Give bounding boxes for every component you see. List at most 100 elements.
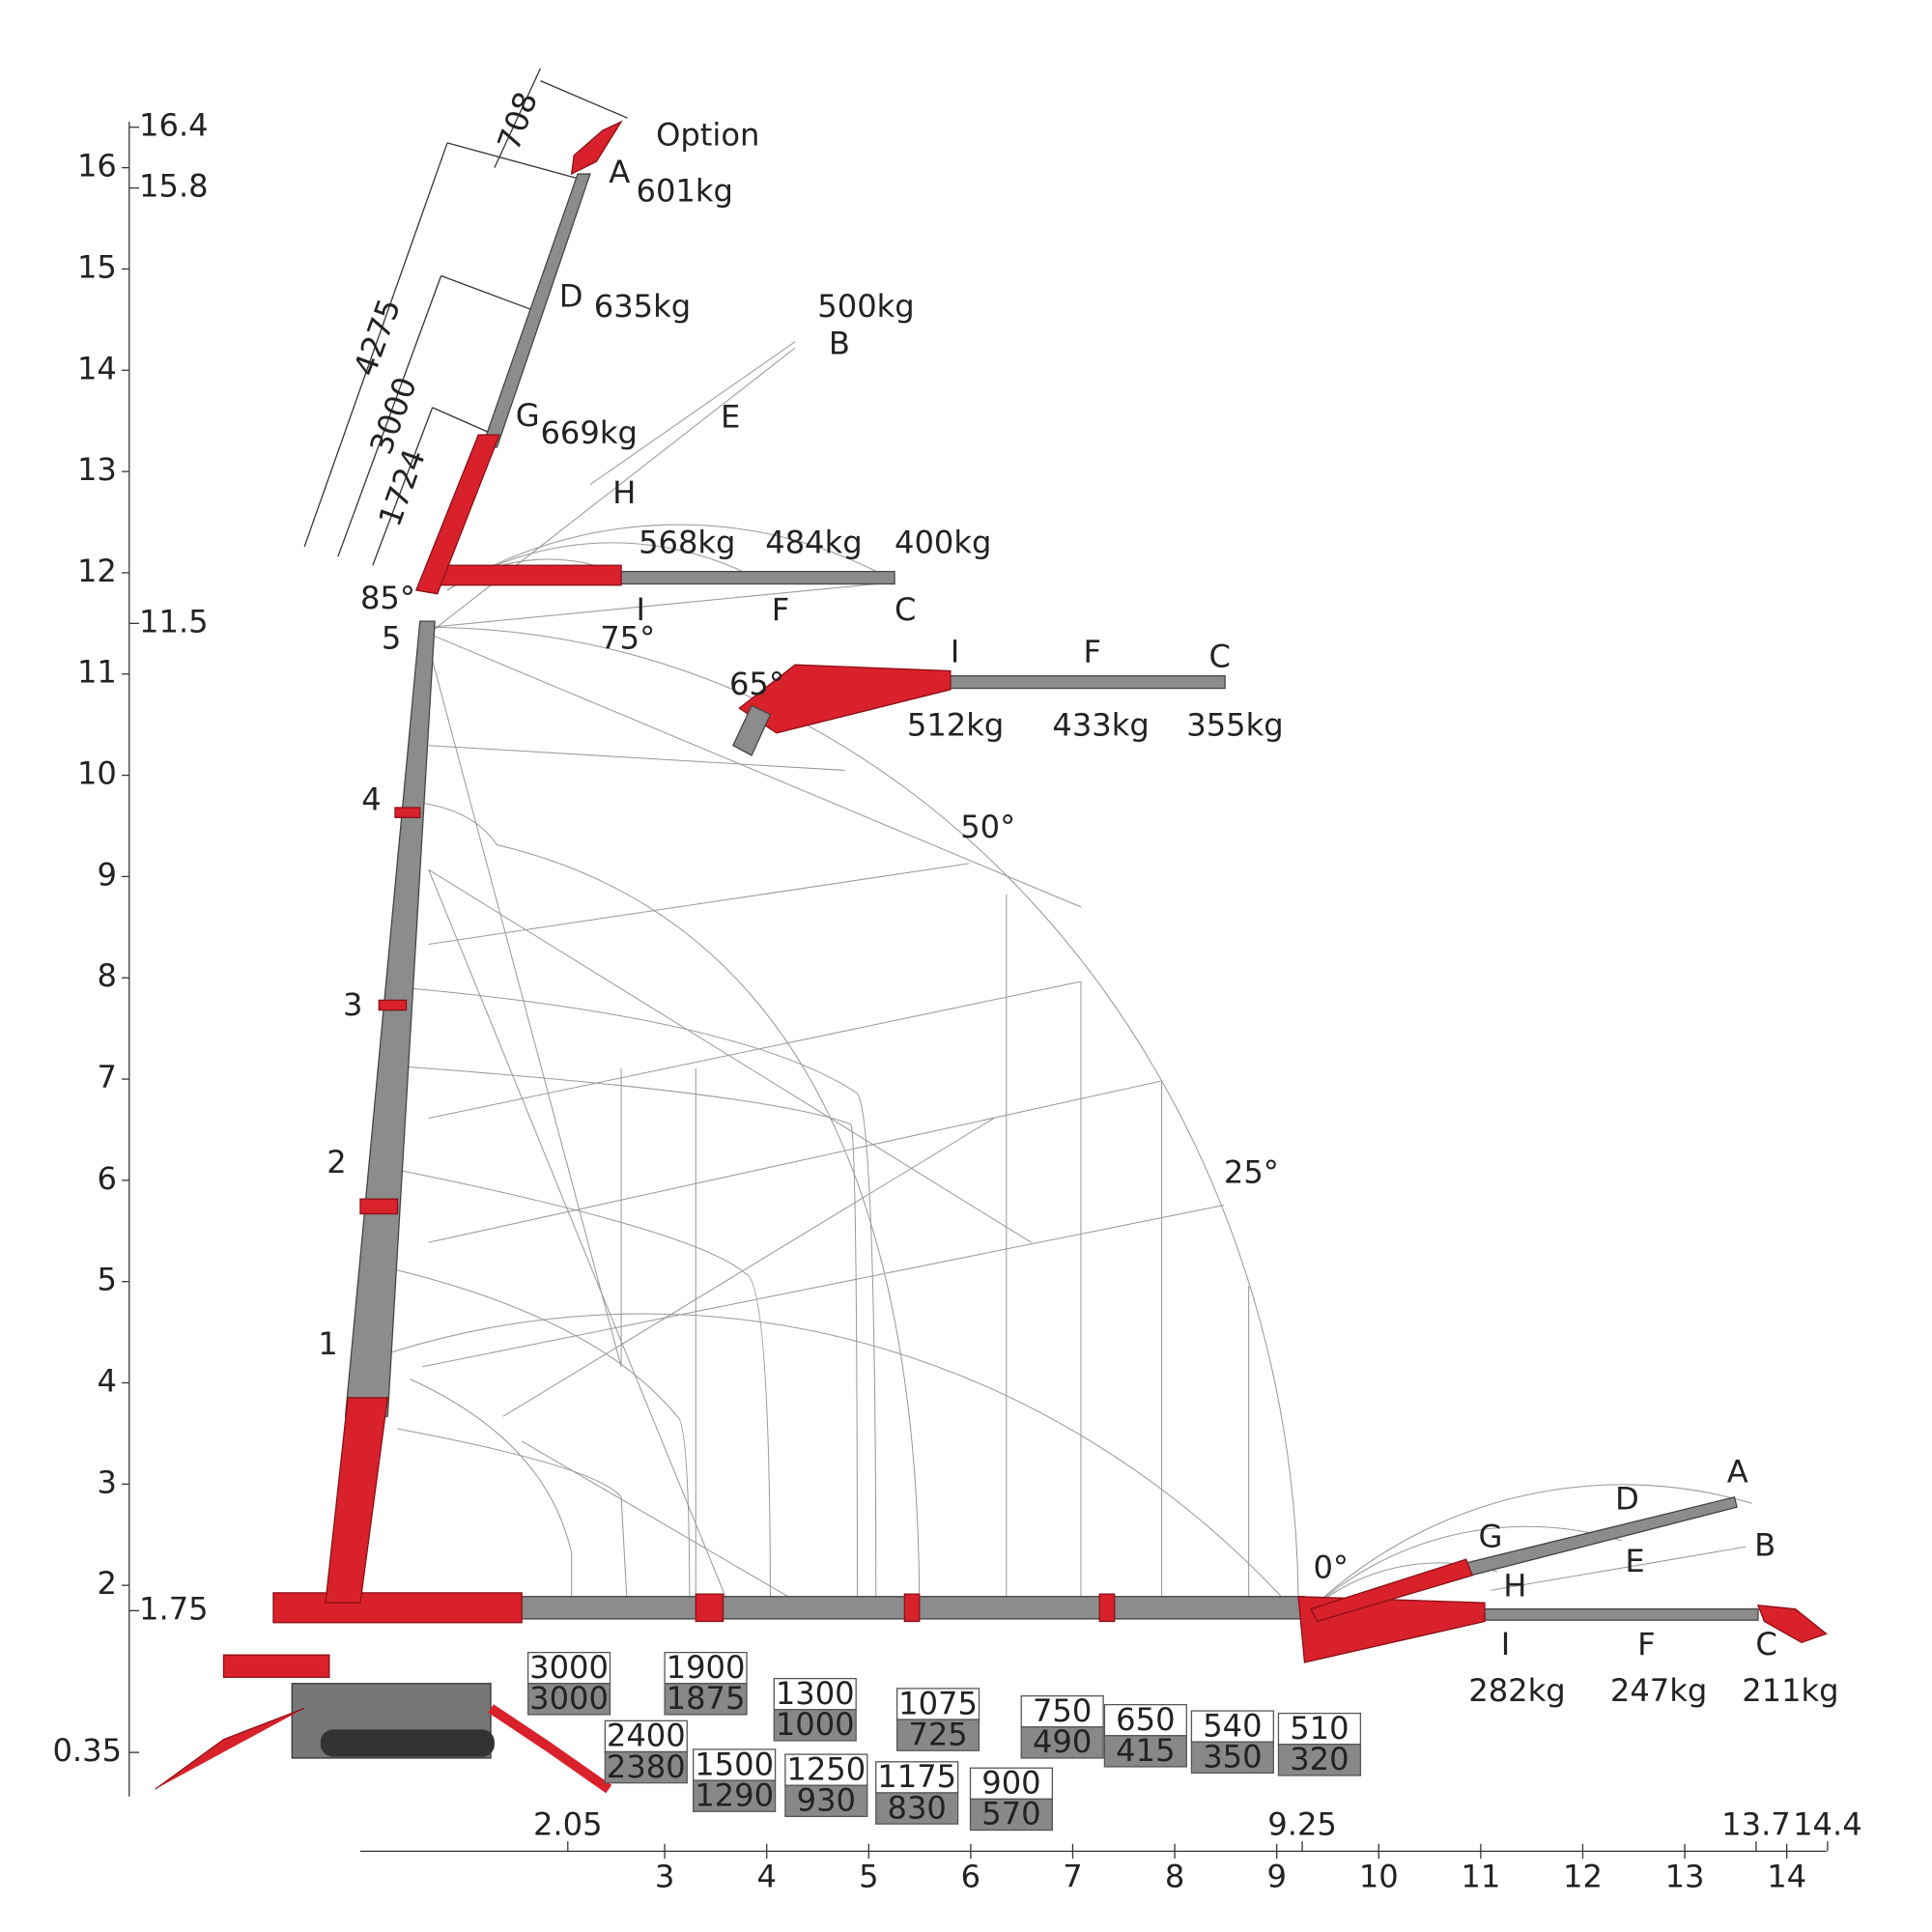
load-box-bottom bbox=[969, 1798, 1054, 1832]
y-mark-label: 1.75 bbox=[139, 1590, 209, 1627]
label: 65° bbox=[729, 666, 784, 702]
jib-raised-base bbox=[414, 434, 500, 595]
boom-foot bbox=[325, 1397, 389, 1604]
load-bottom: 830 bbox=[888, 1789, 947, 1826]
label: B bbox=[1754, 1526, 1776, 1563]
boom-joint bbox=[378, 999, 408, 1011]
load-box-bottom bbox=[1277, 1744, 1362, 1776]
load-top: 1250 bbox=[786, 1750, 866, 1787]
label: 25° bbox=[1224, 1153, 1279, 1190]
y-tick-label: 11 bbox=[77, 654, 117, 691]
load-box-bottom bbox=[664, 1683, 748, 1716]
label: H bbox=[612, 474, 636, 511]
label: C bbox=[895, 591, 916, 628]
label: I bbox=[637, 591, 645, 628]
jib-0-horizontal bbox=[1484, 1607, 1759, 1621]
load-box-bottom bbox=[693, 1779, 777, 1812]
y-tick-label: 7 bbox=[97, 1059, 116, 1095]
jib-65-stub bbox=[732, 704, 772, 756]
jib-0-tip bbox=[1756, 1604, 1828, 1644]
load-top: 750 bbox=[1033, 1692, 1092, 1729]
x-tick-label: 7 bbox=[1063, 1859, 1082, 1895]
dimension-lines bbox=[303, 68, 628, 566]
x-tick-label: 6 bbox=[961, 1859, 980, 1895]
label: 433kg bbox=[1052, 706, 1149, 743]
label: 500kg bbox=[817, 288, 914, 325]
y-tick-label: 12 bbox=[77, 553, 117, 589]
y-tick-label: 4 bbox=[97, 1363, 116, 1400]
x-tick-label: 9 bbox=[1266, 1859, 1286, 1895]
label: 400kg bbox=[895, 524, 991, 560]
load-box-bottom bbox=[604, 1750, 688, 1784]
load-bottom: 2380 bbox=[607, 1748, 686, 1785]
jib-horizontal bbox=[608, 570, 895, 585]
load-box-top bbox=[1190, 1710, 1274, 1743]
load-top: 1075 bbox=[898, 1685, 978, 1721]
load-top: 900 bbox=[981, 1765, 1040, 1802]
load-top: 3000 bbox=[529, 1649, 609, 1686]
y-tick-label: 13 bbox=[77, 451, 117, 488]
load-box-bottom bbox=[773, 1709, 857, 1742]
load-top: 1300 bbox=[776, 1675, 855, 1712]
main-boom-horizontal bbox=[471, 1596, 1306, 1620]
load-bottom: 1290 bbox=[695, 1776, 774, 1813]
label: 4 bbox=[361, 781, 381, 818]
load-box-top bbox=[526, 1651, 611, 1685]
label: E bbox=[721, 398, 740, 435]
label: I bbox=[1501, 1626, 1510, 1662]
load-top: 650 bbox=[1116, 1701, 1175, 1738]
jib-0-raised-base bbox=[1310, 1558, 1473, 1623]
label: D bbox=[1615, 1481, 1639, 1518]
boom-base bbox=[272, 1592, 523, 1624]
label: 484kg bbox=[765, 524, 862, 560]
label: C bbox=[1755, 1626, 1776, 1662]
x-mark-label: 9.25 bbox=[1267, 1806, 1337, 1843]
label: B bbox=[829, 326, 850, 362]
label: 2 bbox=[327, 1144, 346, 1180]
load-bottom: 570 bbox=[981, 1796, 1040, 1833]
label: H bbox=[1503, 1568, 1526, 1605]
jib-tip bbox=[570, 120, 623, 176]
label: G bbox=[1479, 1518, 1503, 1554]
x-mark-label: 13.7 bbox=[1721, 1806, 1791, 1843]
label: Option bbox=[656, 116, 759, 153]
y-tick-label: 9 bbox=[97, 856, 116, 893]
counter-part bbox=[222, 1654, 330, 1678]
x-tick-label: 12 bbox=[1563, 1859, 1603, 1895]
load-bottom: 1875 bbox=[667, 1680, 746, 1717]
x-tick-label: 5 bbox=[859, 1859, 878, 1895]
dimension-label: 708 bbox=[490, 87, 545, 156]
y-tick-label: 3 bbox=[97, 1463, 116, 1500]
dimension-label: 4275 bbox=[347, 294, 409, 381]
x-tick-label: 11 bbox=[1461, 1859, 1500, 1895]
boom-joint bbox=[394, 807, 421, 818]
label: 50° bbox=[960, 809, 1015, 845]
load-bottom: 350 bbox=[1203, 1739, 1262, 1776]
label: E bbox=[1625, 1543, 1644, 1579]
load-box-top bbox=[895, 1688, 980, 1720]
y-mark-label: 15.8 bbox=[139, 168, 209, 205]
load-box-top bbox=[773, 1677, 857, 1711]
load-box-top bbox=[969, 1767, 1054, 1801]
load-bottom: 320 bbox=[1290, 1741, 1349, 1777]
label: A bbox=[1727, 1453, 1748, 1490]
boom-joint bbox=[1098, 1593, 1116, 1623]
y-tick-label: 16 bbox=[77, 148, 117, 185]
x-tick-label: 10 bbox=[1359, 1859, 1399, 1895]
jib-65 bbox=[943, 675, 1226, 690]
y-tick-label: 14 bbox=[77, 350, 117, 386]
load-box-bottom bbox=[1103, 1735, 1187, 1768]
y-tick-label: 15 bbox=[77, 248, 117, 285]
label: I bbox=[951, 634, 959, 670]
load-bottom: 415 bbox=[1116, 1732, 1175, 1769]
